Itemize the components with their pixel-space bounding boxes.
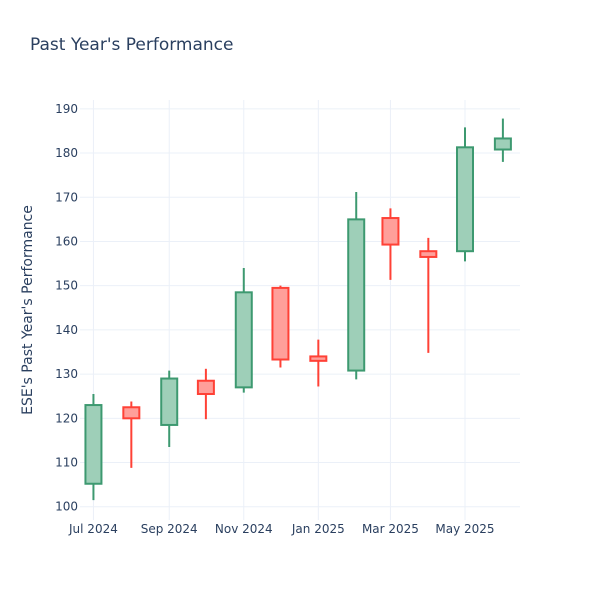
x-tick-label: May 2025 xyxy=(435,522,494,536)
candle-decreasing xyxy=(309,339,328,387)
candle-body xyxy=(160,377,179,426)
y-axis-ticks: 100 110 120 130 140 150 160 170 180 190 xyxy=(55,102,78,514)
candle-increasing xyxy=(456,127,474,262)
x-axis-ticks: Jul 2024 Sep 2024 Nov 2024 Jan 2025 Mar 2025… xyxy=(68,522,495,536)
y-tick-label: 150 xyxy=(55,279,78,293)
candle-body xyxy=(196,379,215,396)
y-tick-label: 120 xyxy=(55,411,78,425)
candle-body xyxy=(271,286,290,361)
y-tick-label: 190 xyxy=(55,102,78,116)
candle-body xyxy=(234,291,253,389)
candle-body xyxy=(309,355,328,362)
x-tick-label: Mar 2025 xyxy=(362,522,419,536)
candle-decreasing xyxy=(271,285,290,368)
candle-body xyxy=(347,218,366,372)
candle-increasing xyxy=(347,191,366,380)
candle-body xyxy=(122,406,141,420)
y-axis-label: ESE's Past Year's Performance xyxy=(20,205,36,415)
candle-decreasing xyxy=(196,368,215,420)
y-tick-label: 160 xyxy=(55,234,78,248)
y-tick-label: 100 xyxy=(55,500,78,514)
x-tick-label: Sep 2024 xyxy=(141,522,198,536)
candle-body xyxy=(419,250,438,258)
y-tick-label: 110 xyxy=(55,456,78,470)
candle-increasing xyxy=(84,394,103,501)
y-tick-label: 130 xyxy=(55,367,78,381)
candle-body xyxy=(84,404,103,485)
candle-decreasing xyxy=(381,208,400,280)
x-tick-label: Jul 2024 xyxy=(68,522,118,536)
candle-increasing xyxy=(493,118,512,162)
y-tick-label: 180 xyxy=(55,146,78,160)
x-tick-label: Jan 2025 xyxy=(291,522,345,536)
x-tick-label: Nov 2024 xyxy=(215,522,273,536)
candle-decreasing xyxy=(419,237,438,353)
y-tick-label: 140 xyxy=(55,323,78,337)
candle-increasing xyxy=(160,370,179,448)
y-tick-label: 170 xyxy=(55,190,78,204)
candle-body xyxy=(381,217,400,246)
candle-decreasing xyxy=(122,401,141,468)
candle-body xyxy=(456,146,474,253)
candles xyxy=(84,118,512,501)
candle-body xyxy=(493,137,512,151)
chart-title: Past Year's Performance xyxy=(30,35,234,55)
candle-increasing xyxy=(234,268,253,393)
